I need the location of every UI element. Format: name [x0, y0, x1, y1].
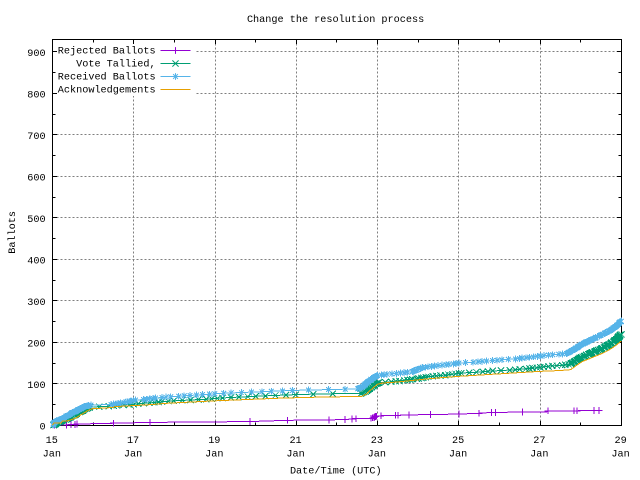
svg-text:Received Ballots: Received Ballots — [58, 72, 156, 84]
svg-text:900: 900 — [27, 49, 45, 60]
svg-text:Jan: Jan — [286, 449, 304, 460]
svg-text:Acknowledgements: Acknowledgements — [58, 85, 156, 97]
svg-text:15: 15 — [46, 436, 58, 447]
svg-text:400: 400 — [27, 257, 45, 268]
svg-text:100: 100 — [27, 381, 45, 392]
svg-text:27: 27 — [533, 436, 545, 447]
svg-text:200: 200 — [27, 340, 45, 351]
svg-text:Jan: Jan — [611, 449, 629, 460]
svg-text:Jan: Jan — [449, 449, 467, 460]
svg-text:23: 23 — [371, 436, 383, 447]
svg-text:25: 25 — [452, 436, 464, 447]
svg-text:29: 29 — [614, 436, 626, 447]
svg-text:21: 21 — [289, 436, 301, 447]
svg-text:Date/Time (UTC): Date/Time (UTC) — [290, 466, 382, 478]
svg-text:Jan: Jan — [205, 449, 223, 460]
svg-text:Jan: Jan — [124, 449, 142, 460]
svg-text:Jan: Jan — [43, 449, 61, 460]
svg-text:Rejected Ballots: Rejected Ballots — [58, 46, 156, 58]
svg-text:800: 800 — [27, 91, 45, 102]
svg-text:Jan: Jan — [368, 449, 386, 460]
svg-text:600: 600 — [27, 174, 45, 185]
svg-text:700: 700 — [27, 132, 45, 143]
svg-text:17: 17 — [127, 436, 139, 447]
svg-text:Ballots: Ballots — [7, 211, 19, 254]
svg-text:0: 0 — [39, 423, 45, 434]
svg-text:19: 19 — [208, 436, 220, 447]
svg-text:Change the resolution process: Change the resolution process — [247, 14, 424, 26]
svg-text:Jan: Jan — [530, 449, 548, 460]
svg-text:500: 500 — [27, 215, 45, 226]
svg-text:300: 300 — [27, 298, 45, 309]
svg-text:Vote Tallied,: Vote Tallied, — [76, 59, 155, 71]
